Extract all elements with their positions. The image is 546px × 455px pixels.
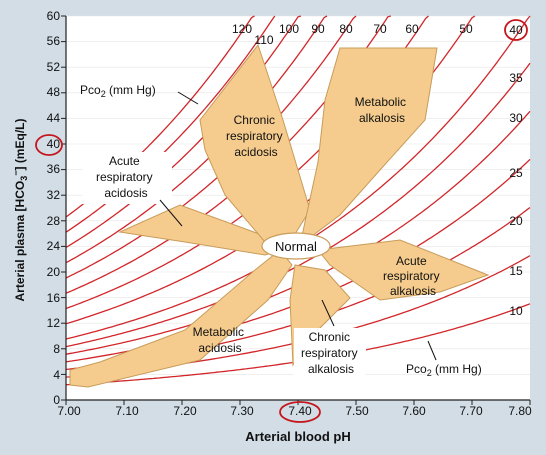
x-tick-label: 7.40 — [288, 404, 312, 418]
pco2-label-80: 80 — [339, 22, 353, 36]
chronic-respiratory-alkalosis-label: Chronic respiratory alkalosis — [301, 330, 361, 376]
pco2-label-35: 35 — [509, 71, 523, 85]
pco2-lower-leader — [427, 340, 437, 361]
region-shapes — [69, 43, 490, 388]
y-tick-label: 32 — [47, 188, 61, 202]
acute-acidosis-label-bg — [82, 152, 172, 204]
x-axis-title: Arterial blood pH — [245, 429, 350, 444]
y-tick-labels: 0 4 8 12 16 20 24 28 32 36 40 44 48 52 5… — [47, 9, 61, 407]
y-tick-label: 60 — [47, 9, 61, 23]
pco2-label-100: 100 — [279, 22, 299, 36]
pco2-label-10: 10 — [509, 304, 523, 318]
x-tick-label: 7.00 — [57, 404, 81, 418]
pco2-isobar-line — [65, 15, 328, 264]
x-tick-label: 7.20 — [173, 404, 197, 418]
pco2-isobar-line — [65, 15, 276, 233]
chronic-alkalosis-label-bg — [294, 328, 366, 376]
acute-respiratory-alkalosis-label: Acute respiratory alkalosis — [383, 254, 443, 298]
x-tick-label: 7.50 — [345, 404, 369, 418]
pco2-label-70: 70 — [373, 22, 387, 36]
metabolic-alkalosis-label: Metabolic alkalosis — [355, 95, 410, 125]
pco2-isobar-line — [65, 15, 357, 279]
y-tick-label: 24 — [47, 239, 61, 253]
y-tick-label: 16 — [47, 291, 61, 305]
y-tick-label: 36 — [47, 162, 61, 176]
y-ticks — [61, 15, 66, 401]
acute-respiratory-alkalosis-region — [317, 239, 490, 301]
metabolic-acidosis-label: Metabolic acidosis — [193, 325, 248, 355]
metabolic-alkalosis-region — [299, 47, 438, 247]
pco2-label-lower: Pco2 (mm Hg) — [406, 362, 482, 378]
x-tick-label: 7.30 — [230, 404, 254, 418]
y-tick-label: 44 — [47, 111, 61, 125]
pco2-label-15: 15 — [509, 264, 523, 278]
y-tick-label: 12 — [47, 316, 61, 330]
y-tick-label: 48 — [47, 85, 61, 99]
pco2-label-40: 40 — [509, 23, 523, 37]
x-tick-labels: 7.00 7.10 7.20 7.30 7.40 7.50 7.60 7.70 … — [57, 404, 532, 418]
x-tick-label: 7.70 — [459, 404, 483, 418]
region-labels: Chronic respiratory acidosis Metabolic a… — [193, 95, 443, 355]
x-tick-label: 7.80 — [508, 404, 532, 418]
pco2-label-90: 90 — [311, 22, 325, 36]
y-tick-label: 20 — [47, 265, 61, 279]
pco2-label-20: 20 — [509, 214, 523, 228]
pco2-upper-leader — [177, 91, 199, 105]
y-tick-label: 40 — [47, 137, 61, 151]
chronic-respiratory-acidosis-label: Chronic respiratory acidosis — [226, 113, 286, 159]
metabolic-acidosis-region — [69, 249, 293, 388]
y-tick-label: 52 — [47, 60, 61, 74]
y-tick-label: 8 — [53, 342, 60, 356]
pco2-label-50: 50 — [459, 22, 473, 36]
y-tick-label: 28 — [47, 214, 61, 228]
pco2-label-25: 25 — [509, 166, 523, 180]
highlight-rings — [35, 19, 528, 423]
highlight-hco3-40 — [35, 134, 63, 156]
normal-label: Normal — [275, 239, 317, 254]
pco2-label-110: 110 — [254, 33, 273, 47]
chronic-alkalosis-leader — [321, 299, 335, 327]
pco2-label-30: 30 — [509, 111, 523, 125]
highlight-ph-740 — [279, 401, 321, 423]
pco2-right-labels: 35 30 25 20 15 10 — [509, 71, 523, 318]
highlight-pco2-40 — [504, 19, 528, 41]
pco2-annotations: Pco2 (mm Hg) Pco2 (mm Hg) — [80, 83, 482, 378]
pco2-label-60: 60 — [405, 22, 419, 36]
pco2-top-labels: 120 110 100 90 80 70 60 50 40 — [232, 22, 523, 47]
normal-ellipse — [261, 232, 331, 260]
y-axis-title: Arterial plasma [HCO3−] (mEq/L) — [11, 119, 29, 302]
pco2-label-upper: Pco2 (mm Hg) — [80, 83, 156, 99]
y-tick-label: 56 — [47, 34, 61, 48]
x-tick-label: 7.60 — [402, 404, 426, 418]
y-tick-label: 4 — [53, 368, 60, 382]
acute-acidosis-leader — [159, 199, 183, 227]
pco2-label-120: 120 — [232, 22, 252, 36]
x-tick-label: 7.10 — [115, 404, 139, 418]
acute-respiratory-acidosis-label: Acute respiratory acidosis — [96, 154, 156, 200]
y-tick-label: 0 — [53, 393, 60, 407]
